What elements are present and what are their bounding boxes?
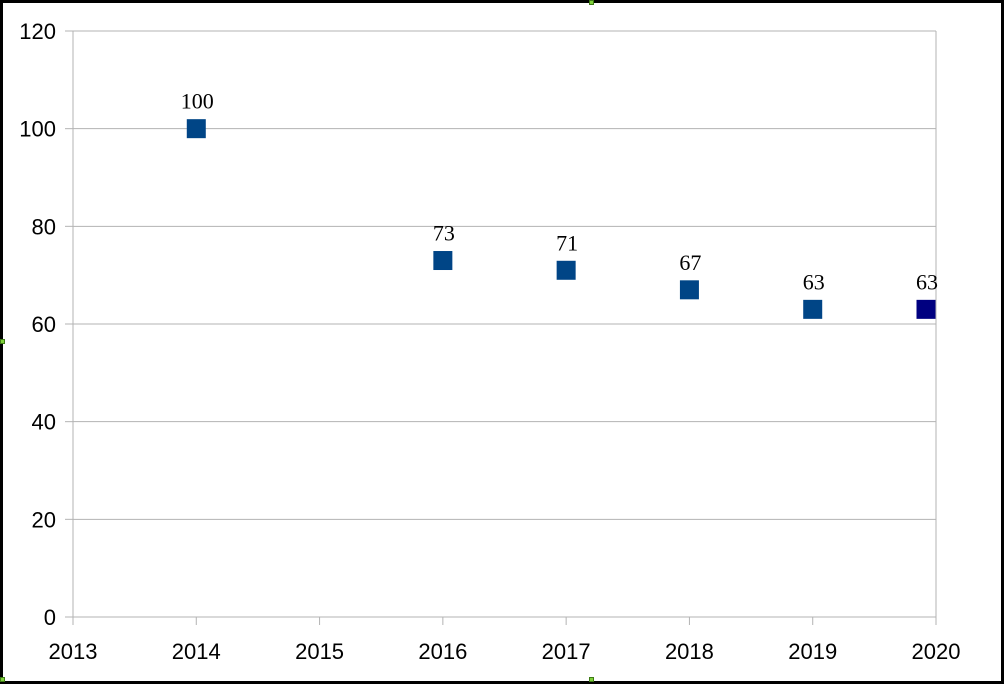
x-tick-label-2017: 2017 <box>542 639 591 664</box>
x-tick-label-2019: 2019 <box>788 639 837 664</box>
selection-handle-top[interactable] <box>589 0 594 5</box>
y-tick-label-20: 20 <box>32 507 56 532</box>
data-marker-2019 <box>803 299 823 319</box>
x-tick-label-2016: 2016 <box>418 639 467 664</box>
data-marker-2018 <box>679 280 699 300</box>
selection-handle-bottom[interactable] <box>589 677 594 682</box>
y-tick-label-40: 40 <box>32 410 56 435</box>
data-label-2014: 100 <box>181 89 214 114</box>
data-marker-2017 <box>556 260 576 280</box>
data-marker-2016 <box>433 251 453 271</box>
data-label-2017: 71 <box>556 230 578 255</box>
y-axis-ticks: 0 20 40 60 80 100 120 <box>19 19 56 630</box>
x-tick-label-2020: 2020 <box>912 639 961 664</box>
x-tick-label-2018: 2018 <box>665 639 714 664</box>
y-tick-label-100: 100 <box>19 117 56 142</box>
data-label-2019: 63 <box>803 269 825 294</box>
data-marker-2020 <box>916 299 936 319</box>
axes <box>65 30 937 625</box>
data-labels: 100 73 71 67 63 63 <box>181 89 938 295</box>
y-tick-label-0: 0 <box>44 605 56 630</box>
data-label-2018: 67 <box>679 250 701 275</box>
x-tick-label-2014: 2014 <box>172 639 221 664</box>
x-axis-ticks: 2013 2014 2015 2016 2017 2018 2019 2020 <box>49 639 961 664</box>
data-markers <box>186 119 936 319</box>
x-tick-label-2013: 2013 <box>49 639 98 664</box>
data-marker-2014 <box>186 119 206 139</box>
gridlines <box>73 30 936 618</box>
data-label-2020: 63 <box>916 269 938 294</box>
y-tick-label-60: 60 <box>32 312 56 337</box>
x-tick-label-2015: 2015 <box>295 639 344 664</box>
y-tick-label-120: 120 <box>19 19 56 44</box>
data-label-2016: 73 <box>433 221 455 246</box>
selection-handle-left[interactable] <box>0 339 5 344</box>
selection-handle-bottom-left[interactable] <box>0 677 5 682</box>
y-tick-label-80: 80 <box>32 214 56 239</box>
